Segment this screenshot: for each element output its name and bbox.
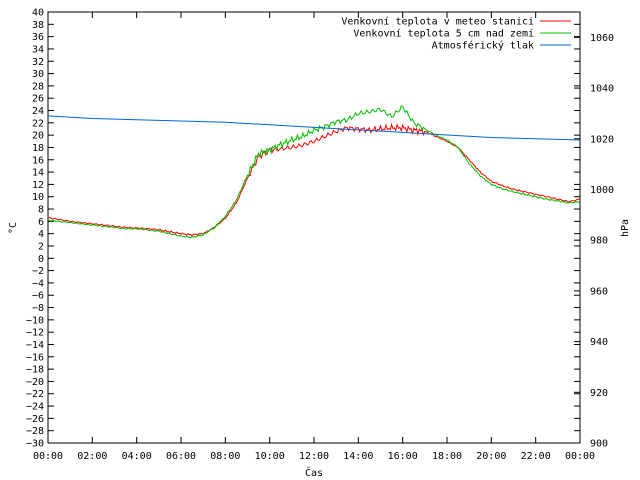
y2-tick-label: 1020 [590, 134, 614, 145]
x-axis-label: Čas [305, 466, 323, 479]
y-tick-label: −26 [26, 414, 44, 425]
y-tick-label: 32 [32, 57, 44, 68]
y-tick-label: 28 [32, 81, 44, 92]
x-tick-label: 14:00 [343, 451, 373, 462]
x-tick-label: 16:00 [388, 451, 418, 462]
y-tick-label: −28 [26, 426, 44, 437]
series-line-0 [47, 122, 581, 237]
y-tick-label: 10 [32, 192, 44, 203]
y-tick-label: −18 [26, 365, 44, 376]
x-tick-label: 22:00 [521, 451, 551, 462]
series-line-2 [47, 115, 581, 141]
y-tick-label: 12 [32, 180, 44, 191]
y-tick-label: 22 [32, 118, 44, 129]
y-tick-label: 20 [32, 131, 44, 142]
y-tick-label: −4 [32, 278, 44, 289]
y-tick-label: −24 [26, 402, 44, 413]
x-tick-label: 04:00 [122, 451, 152, 462]
x-tick-label: 00:00 [33, 451, 63, 462]
y-tick-label: 26 [32, 94, 44, 105]
left-axis-ticks: 4038363432302826242220181614121086420−2−… [26, 8, 580, 450]
x-axis-ticks: 00:00 02:00 04:00 06:00 08:00 10:00 12:00 14:00… [33, 12, 595, 462]
y-tick-label: 36 [32, 32, 44, 43]
y-tick-label: 6 [38, 217, 44, 228]
y-tick-label: 40 [32, 8, 44, 19]
y2-tick-label: 1000 [590, 185, 614, 196]
x-tick-label: 10:00 [255, 451, 285, 462]
x-tick-label: 08:00 [210, 451, 240, 462]
y2-tick-label: 1040 [590, 84, 614, 95]
x-tick-label: 12:00 [299, 451, 329, 462]
legend: Venkovní teplota v meteo staniciVenkovní… [341, 16, 571, 52]
series-lines [47, 105, 581, 239]
y2-tick-label: 920 [590, 388, 608, 399]
y-tick-label: 38 [32, 20, 44, 31]
y2-tick-label: 960 [590, 286, 608, 297]
y-tick-label: 4 [38, 229, 44, 240]
legend-label: Venkovní teplota v meteo stanici [341, 16, 534, 28]
y-tick-label: 30 [32, 69, 44, 80]
x-tick-label: 06:00 [166, 451, 196, 462]
legend-label: Atmosférický tlak [432, 40, 534, 52]
y-tick-label: 14 [32, 168, 44, 179]
y-tick-label: 8 [38, 205, 44, 216]
y-tick-label: −14 [26, 340, 44, 351]
x-tick-label: 20:00 [476, 451, 506, 462]
y2-tick-label: 940 [590, 337, 608, 348]
y-tick-label: −30 [26, 439, 44, 450]
y2-tick-label: 900 [590, 439, 608, 450]
y-tick-label: 34 [32, 44, 44, 55]
y-tick-label: −20 [26, 377, 44, 388]
y-tick-label: 2 [38, 241, 44, 252]
y2-tick-label: 980 [590, 236, 608, 247]
y-tick-label: −8 [32, 303, 44, 314]
y-tick-label: 18 [32, 143, 44, 154]
y-tick-label: −10 [26, 315, 44, 326]
right-axis-ticks: 1060 1040 1020 1000 980 960 940 920 900 [574, 33, 614, 450]
y-tick-label: −16 [26, 352, 44, 363]
x-tick-label: 02:00 [77, 451, 107, 462]
y-tick-label: −12 [26, 328, 44, 339]
series-line-1 [47, 105, 581, 239]
y2-tick-label: 1060 [590, 33, 614, 44]
y-tick-label: 24 [32, 106, 44, 117]
x-tick-label: 00:00 [565, 451, 595, 462]
y-tick-label: 0 [38, 254, 44, 265]
y-tick-label: 16 [32, 155, 44, 166]
legend-label: Venkovní teplota 5 cm nad zemí [353, 28, 534, 40]
y2-axis-label: hPa [620, 219, 631, 237]
x-tick-label: 18:00 [432, 451, 462, 462]
y-tick-label: −6 [32, 291, 44, 302]
y-axis-label: °C [8, 222, 19, 234]
y-tick-label: −2 [32, 266, 44, 277]
y-tick-label: −22 [26, 389, 44, 400]
